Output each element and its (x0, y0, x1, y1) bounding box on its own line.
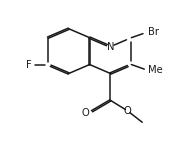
Text: O: O (82, 108, 90, 118)
Text: F: F (26, 60, 31, 70)
Text: Br: Br (148, 27, 159, 37)
Text: Me: Me (148, 65, 163, 75)
Text: O: O (124, 106, 132, 116)
Text: N: N (107, 42, 114, 52)
